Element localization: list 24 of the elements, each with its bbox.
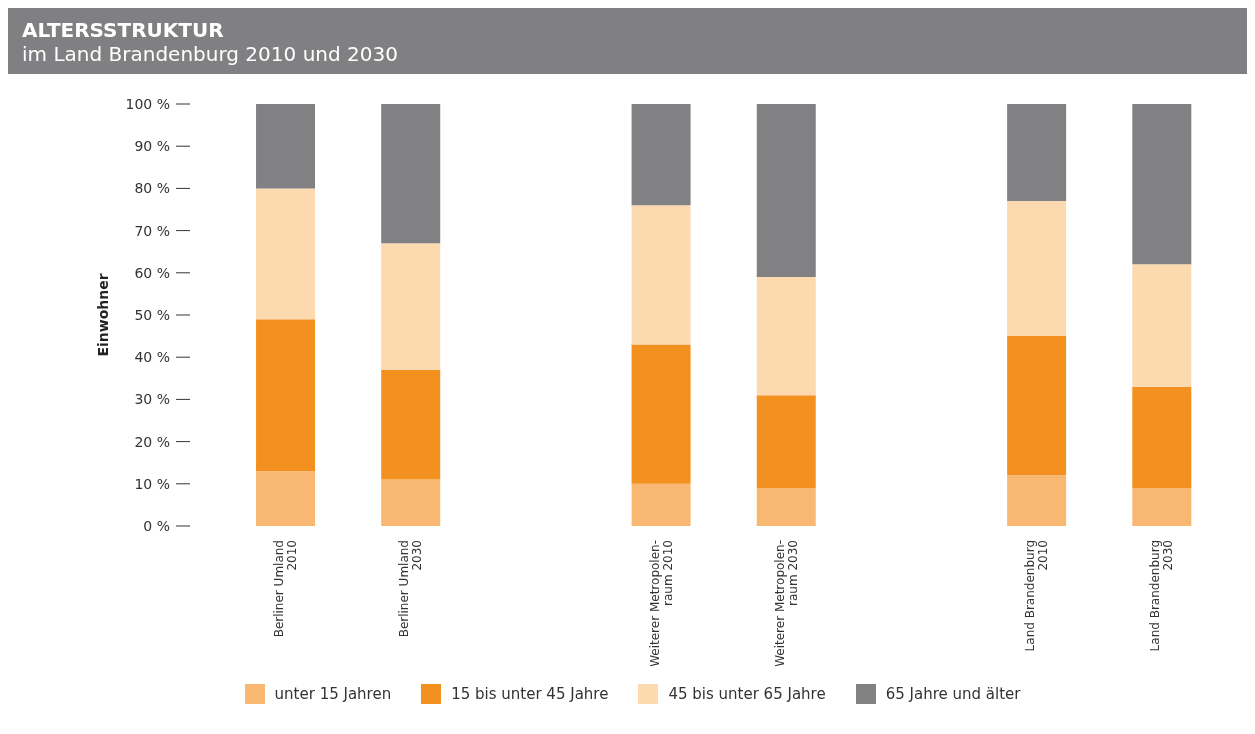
x-tick-label: Land Brandenburg 2010 (1023, 540, 1051, 652)
y-tick-label: 30 % (134, 391, 170, 408)
x-tick-label: Berliner Umland 2010 (272, 540, 300, 638)
y-tick-label: 70 % (134, 222, 170, 239)
y-axis-title: Einwohner (94, 273, 111, 357)
y-tick-label: 40 % (134, 349, 170, 366)
y-tick-label: 80 % (134, 180, 170, 197)
chart-subtitle: im Land Brandenburg 2010 und 2030 (22, 42, 399, 66)
y-tick-label: 20 % (134, 433, 170, 450)
y-tick-label: 50 % (134, 307, 170, 323)
chart-title: ALTERSSTRUKTUR (22, 18, 225, 42)
x-tick-label: Berliner Umland 2030 (397, 540, 425, 638)
legend-label: 45 bis unter 65 Jahre (668, 685, 826, 703)
y-tick-label: 100 % (125, 96, 170, 112)
y-tick-label: 90 % (134, 138, 170, 155)
x-tick-label: Weiterer Metropolen- raum 2010 (647, 540, 675, 667)
y-tick-label: 10 % (134, 475, 170, 492)
y-tick-label: 60 % (134, 264, 170, 281)
legend-label: 15 bis unter 45 Jahre (451, 685, 609, 703)
x-tick-label: Land Brandenburg 2030 (1148, 540, 1176, 652)
y-tick-label: 0 % (143, 518, 170, 534)
legend-label: unter 15 Jahren (274, 685, 392, 703)
legend-label: 65 Jahre und älter (885, 685, 1021, 703)
x-tick-label: Weiterer Metropolen- raum 2030 (772, 540, 800, 667)
